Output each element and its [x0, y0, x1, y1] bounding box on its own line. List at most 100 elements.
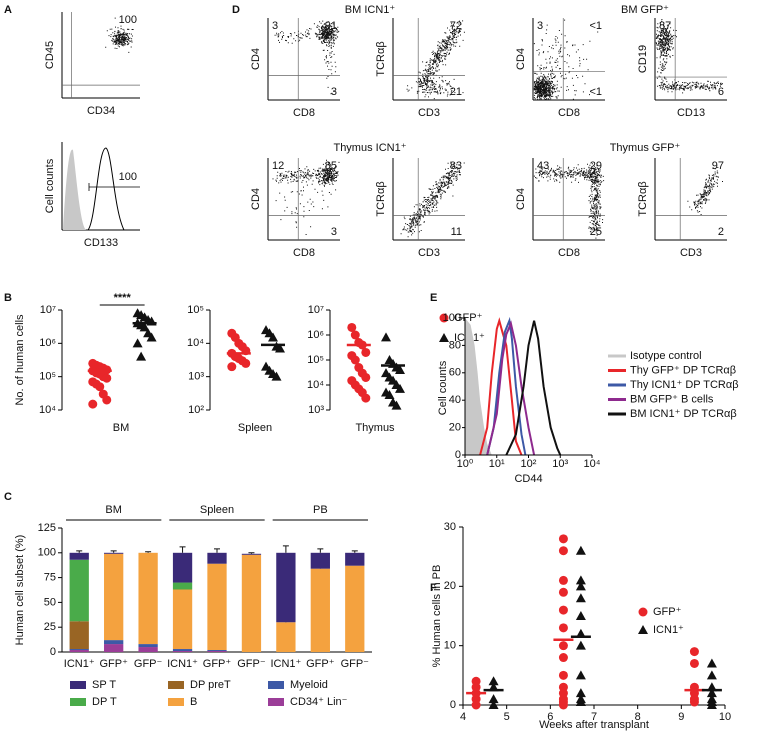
data-point — [139, 322, 150, 332]
x-tick-label: 10⁰ — [457, 458, 474, 470]
y-tick-label: 100 — [443, 312, 461, 324]
data-point — [689, 697, 699, 707]
bar-segment — [104, 644, 124, 652]
bar-segment — [172, 649, 193, 652]
legend-swatch — [268, 681, 284, 689]
quadrant-value: 29 — [590, 160, 602, 172]
event-dots — [687, 167, 723, 215]
data-point — [146, 332, 157, 342]
legend-swatch — [268, 698, 284, 706]
event-dots — [655, 19, 723, 94]
y-axis-label: No. of human cells — [14, 314, 26, 406]
error-bar — [214, 548, 220, 553]
bar-segment — [207, 651, 227, 652]
y-tick-label: 75 — [44, 572, 56, 584]
x-tick-label: 10 — [719, 711, 731, 723]
data-point — [558, 641, 568, 651]
x-axis-label: BM — [113, 422, 130, 434]
x-axis-label: CD13 — [677, 107, 705, 119]
bar-segment — [138, 644, 158, 648]
legend-marker — [439, 313, 449, 323]
data-point — [102, 395, 112, 405]
y-tick-label: 10² — [188, 404, 204, 416]
x-axis-label: CD133 — [84, 237, 118, 249]
y-axis-label: CD45 — [44, 41, 56, 69]
data-point — [350, 355, 360, 365]
data-point — [391, 400, 402, 410]
data-point — [241, 358, 251, 368]
legend-swatch — [70, 681, 86, 689]
bar-segment — [69, 552, 89, 560]
x-axis-label: Spleen — [238, 422, 272, 434]
bar-segment — [345, 565, 365, 652]
y-tick-label: 50 — [44, 596, 56, 608]
bar-segment — [69, 621, 89, 650]
x-axis-label: CD3 — [418, 247, 440, 259]
legend-label: SP T — [92, 679, 116, 691]
y-tick-label: 10⁷ — [40, 304, 56, 316]
legend-swatch — [70, 698, 86, 706]
quadrant-value: 85 — [325, 160, 337, 172]
x-axis-label: CD3 — [680, 247, 702, 259]
data-point — [136, 351, 147, 361]
panel-label: A — [4, 4, 12, 16]
data-point — [361, 372, 371, 382]
y-tick-label: 100 — [38, 547, 56, 559]
data-point — [575, 697, 586, 707]
y-tick-label: 10⁵ — [39, 371, 56, 383]
data-point — [227, 362, 237, 372]
quadrant-value: 2 — [718, 226, 724, 238]
data-point — [95, 382, 105, 392]
x-tick-label: 6 — [547, 711, 553, 723]
y-tick-label: 10⁵ — [187, 304, 204, 316]
panel-label: E — [430, 292, 437, 304]
data-point — [575, 640, 586, 650]
error-bar — [282, 545, 289, 553]
data-point — [706, 688, 717, 698]
data-point — [102, 373, 112, 383]
y-axis-label: TCRαβ — [375, 41, 387, 76]
x-axis-label: Weeks after transplant — [539, 719, 649, 731]
x-axis-label: CD8 — [558, 247, 580, 259]
bar-segment — [69, 559, 89, 622]
x-tick-label: 10⁴ — [584, 458, 601, 470]
bar-segment — [172, 582, 193, 590]
y-tick-label: 60 — [449, 367, 461, 379]
bar-segment — [172, 552, 193, 583]
x-tick-label: GFP⁻ — [341, 658, 370, 670]
histogram-fill — [63, 149, 86, 230]
bar-segment — [310, 568, 330, 652]
quadrant-value: <1 — [589, 86, 602, 98]
x-tick-label: ICN1⁺ — [64, 658, 95, 670]
x-axis-label: CD8 — [558, 107, 580, 119]
x-tick-label: GFP⁻ — [237, 658, 266, 670]
data-point — [575, 688, 586, 698]
event-dots — [105, 17, 134, 53]
legend-label: ICN1⁺ — [653, 624, 684, 636]
data-point — [395, 383, 405, 393]
data-point — [275, 343, 285, 353]
quadrant-value: 21 — [450, 86, 462, 98]
data-point — [488, 694, 499, 704]
data-point — [706, 670, 717, 680]
data-point — [350, 330, 360, 340]
legend-swatch — [168, 698, 184, 706]
error-bar — [179, 546, 186, 553]
x-tick-label: 5 — [504, 711, 510, 723]
data-point — [558, 700, 568, 710]
panel-label: F — [430, 582, 437, 594]
bar-segment — [138, 552, 158, 645]
data-point — [384, 389, 395, 399]
y-tick-label: 10⁴ — [39, 404, 56, 416]
x-tick-label: ICN1⁺ — [270, 658, 301, 670]
y-tick-label: 0 — [50, 646, 56, 658]
x-tick-label: ICN1⁺ — [167, 658, 198, 670]
bar-segment — [207, 552, 227, 564]
x-axis-label: CD34 — [87, 105, 115, 117]
histogram-line — [486, 316, 527, 456]
quadrant-value: 83 — [450, 160, 462, 172]
bar-segment — [241, 553, 262, 555]
x-tick-label: 7 — [591, 711, 597, 723]
x-tick-label: GFP⁻ — [134, 658, 163, 670]
